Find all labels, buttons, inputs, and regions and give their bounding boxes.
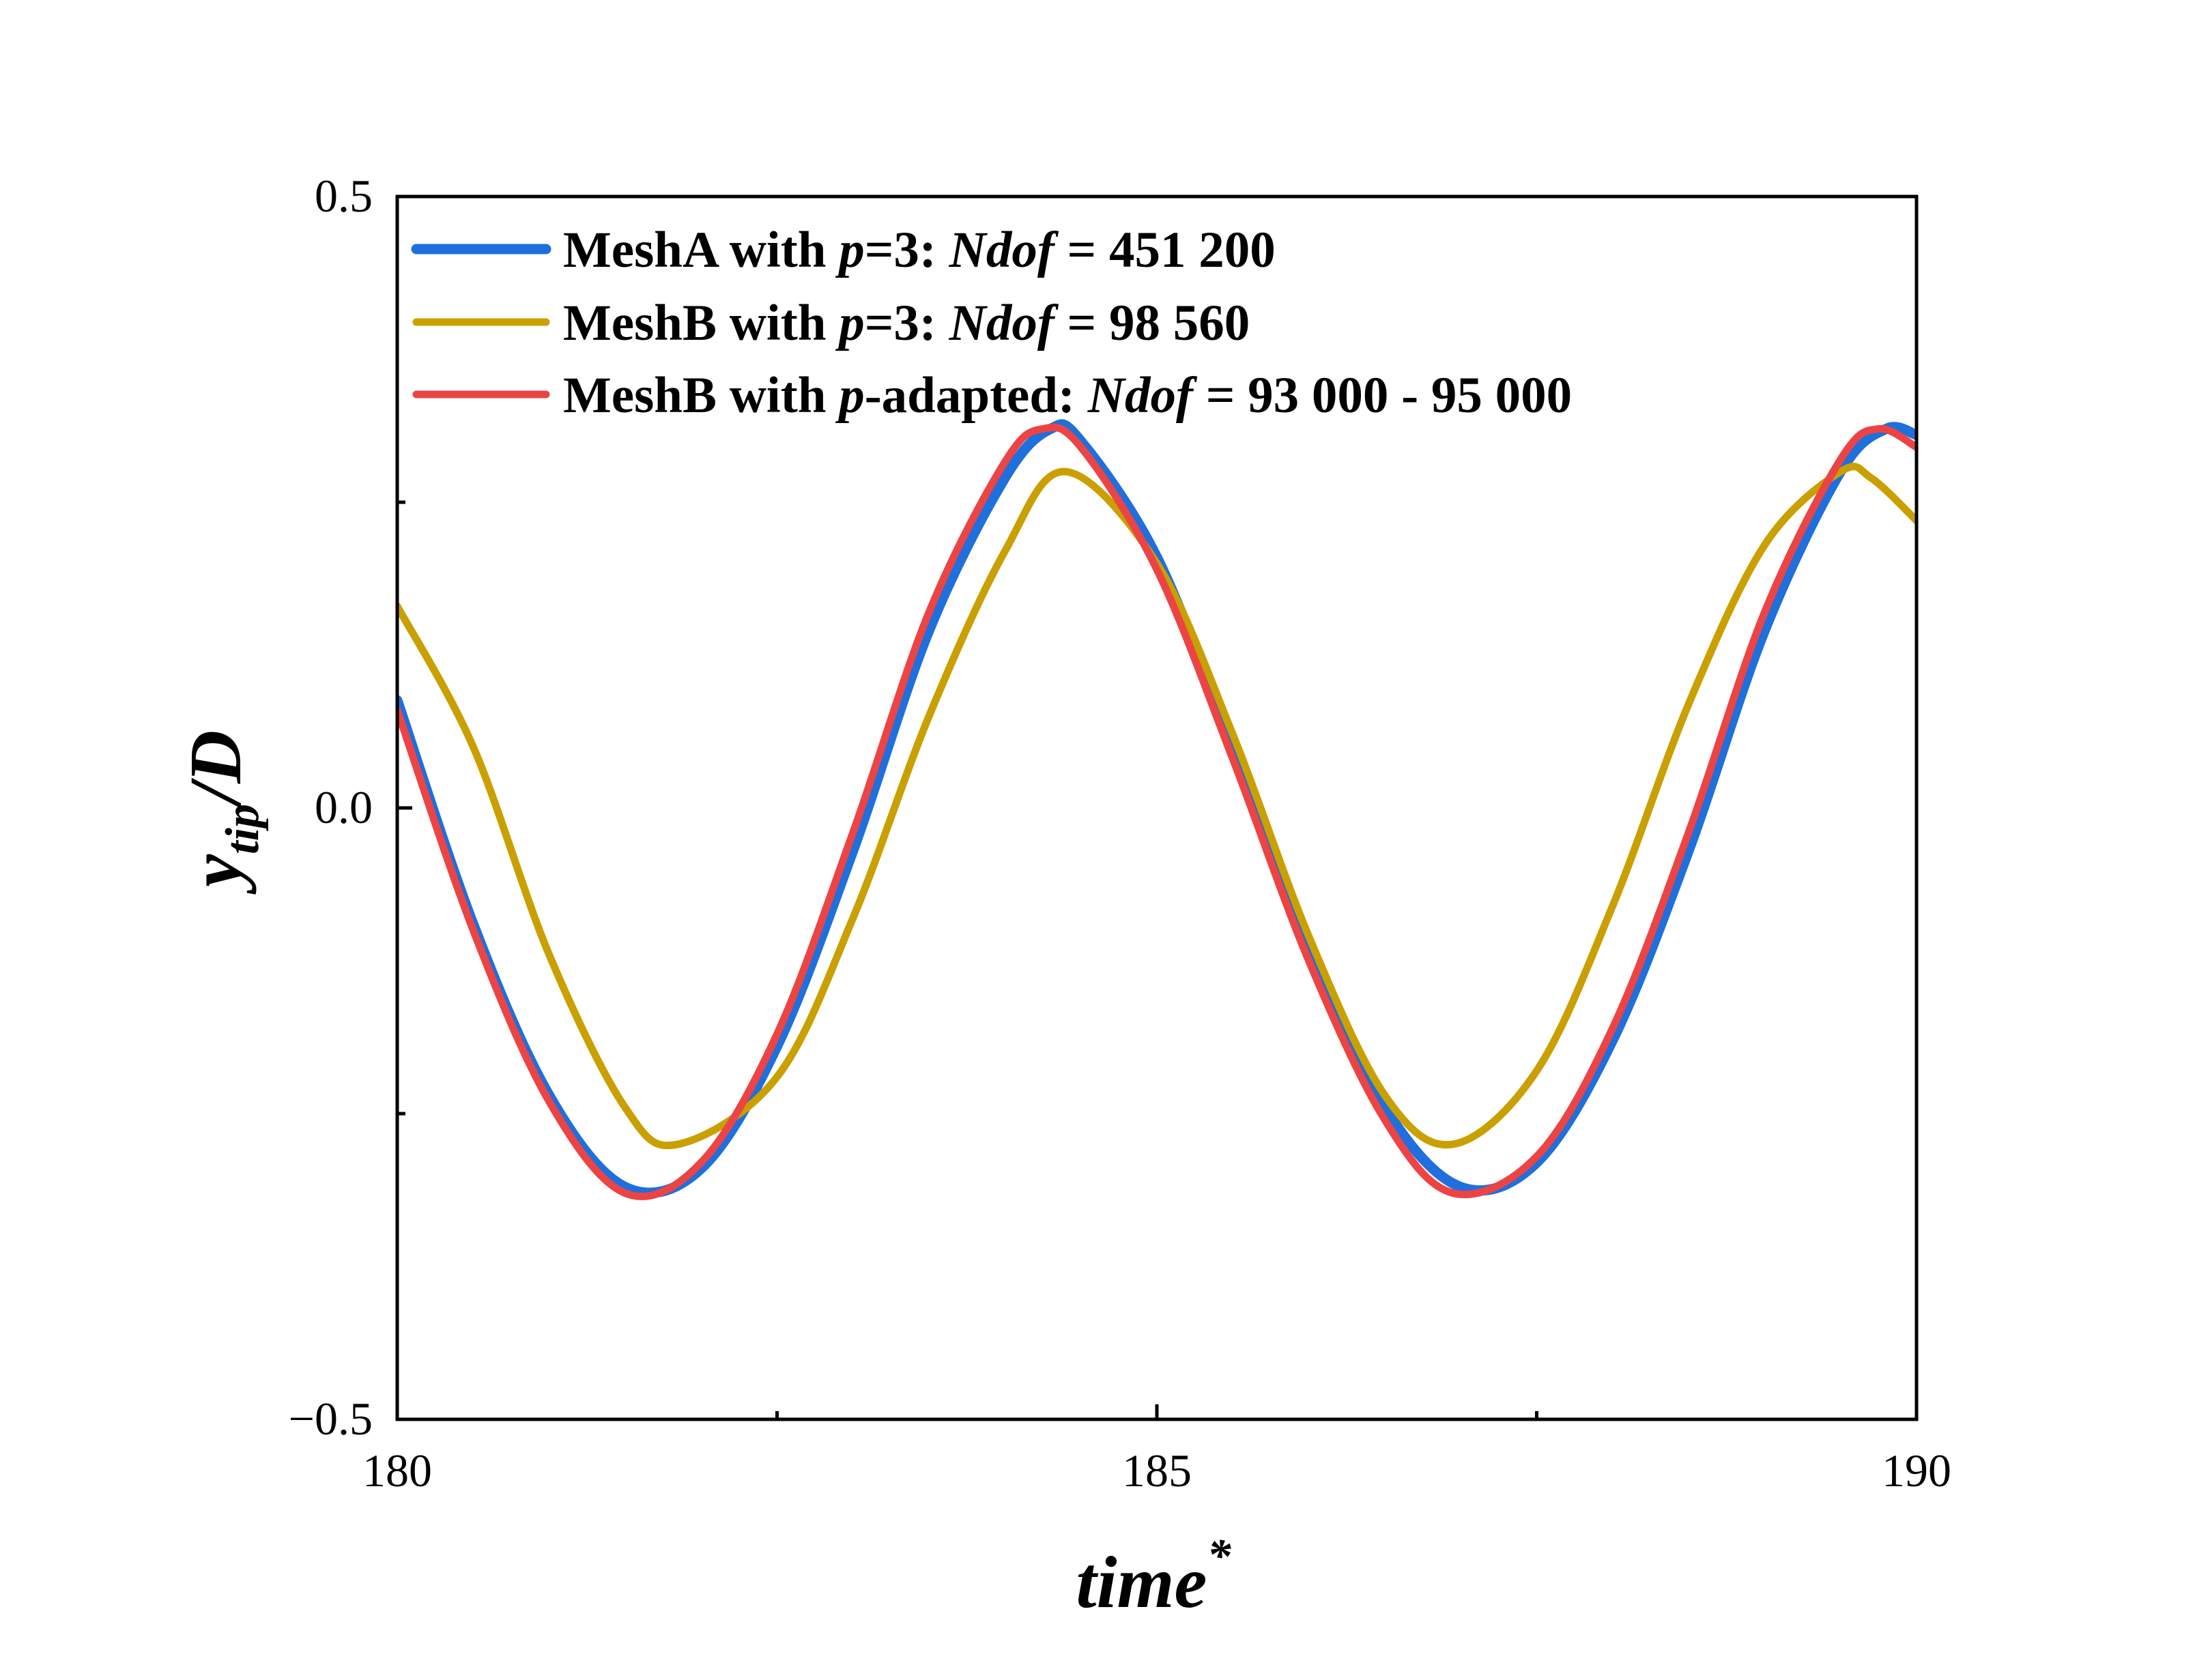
y-axis-title-subscript: tip	[216, 804, 269, 854]
legend-label-part: Ndof	[949, 222, 1059, 278]
series-layer	[397, 419, 1917, 1200]
legend-label-part: MeshB with	[563, 295, 839, 351]
y-axis-title: ytip/D	[175, 730, 269, 895]
x-tick-label: 185	[1122, 1445, 1192, 1496]
y-tick-label: −0.5	[289, 1393, 373, 1445]
legend-label-part: Ndof	[1087, 367, 1198, 424]
legend-label-part: MeshA with	[563, 222, 839, 278]
legend-label-2: MeshB with p=3: Ndof = 98 560	[563, 295, 1250, 351]
x-tick-label: 180	[362, 1445, 432, 1496]
legend-label-part: Ndof	[949, 295, 1059, 351]
ticks-layer: 180 185 190 −0.5 0.0 0.5	[289, 170, 1951, 1496]
x-tick-label: 190	[1882, 1445, 1951, 1496]
y-tick-label: 0.5	[315, 170, 373, 222]
x-axis-title-superscript: *	[1207, 1530, 1231, 1582]
legend-label-part: MeshB with	[563, 367, 839, 424]
legend-label-part: = 451 200	[1055, 222, 1276, 278]
y-tick-label: 0.0	[315, 781, 373, 833]
legend-label-1: MeshA with p=3: Ndof = 451 200	[563, 222, 1276, 278]
legend-label-part: p	[835, 295, 865, 351]
x-axis-title-main: time	[1076, 1542, 1207, 1623]
legend-label-part: =3:	[865, 295, 949, 351]
legend-label-part: p	[835, 367, 865, 424]
legend-label-part: = 93 000 - 95 000	[1193, 367, 1572, 424]
legend-label-part: p	[835, 222, 865, 278]
legend-label-part: -adapted:	[865, 367, 1088, 424]
legend-label-part: =3:	[865, 222, 949, 278]
series-line-3	[397, 423, 1917, 1200]
legend-label-3: MeshB with p-adapted: Ndof = 93 000 - 95…	[563, 367, 1572, 424]
legend-label-part: = 98 560	[1055, 295, 1250, 351]
x-axis-title: time*	[1076, 1530, 1232, 1623]
y-axis-title-tail: /D	[175, 730, 257, 809]
series-line-2	[397, 463, 1917, 1150]
